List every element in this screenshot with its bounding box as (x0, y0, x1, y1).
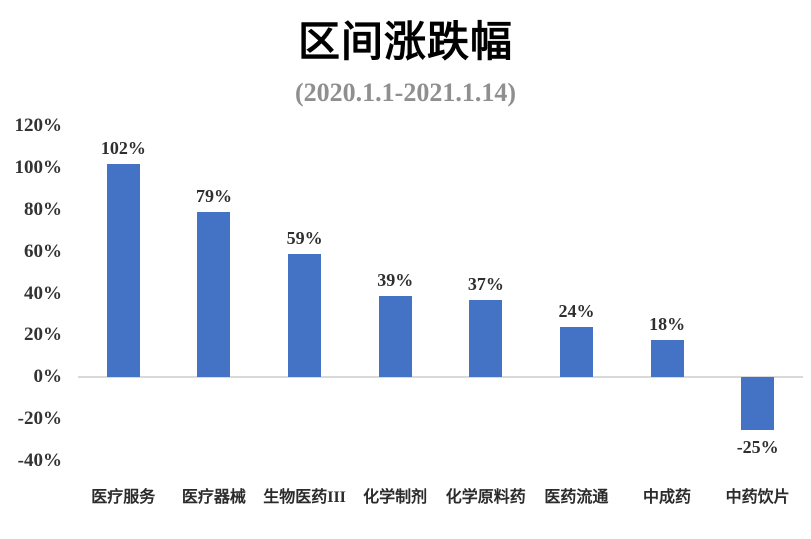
x-axis-label: 医疗器械 (181, 489, 246, 506)
bar (197, 211, 231, 378)
bar (288, 253, 322, 378)
bar (106, 163, 140, 378)
x-axis-label: 化学制剂 (363, 489, 428, 506)
y-axis-tick-label: -20% (17, 408, 62, 430)
bar (650, 339, 684, 378)
bar (741, 377, 775, 430)
bar-value-label: 59% (286, 227, 323, 248)
zero-gridline (78, 376, 803, 379)
y-axis-tick-label: 80% (24, 198, 62, 220)
chart-subtitle: (2020.1.1-2021.1.14) (295, 78, 516, 107)
y-axis-tick-label: 0% (33, 366, 63, 388)
x-axis-label: 化学原料药 (445, 489, 526, 506)
bar-value-label: 39% (377, 269, 414, 290)
bar (469, 299, 503, 378)
bar-value-label: 18% (649, 313, 686, 334)
bar-value-label: -25% (736, 436, 779, 457)
chart-title: 区间涨跌幅 (297, 20, 513, 66)
bar-value-label: 37% (467, 273, 504, 294)
x-axis-label: 医药流通 (544, 489, 609, 506)
y-axis-tick-label: 100% (14, 156, 63, 178)
bar (559, 327, 593, 378)
y-axis-tick-label: 20% (24, 324, 62, 346)
y-axis-tick-label: 40% (24, 282, 62, 304)
x-axis-label: 中成药 (643, 489, 692, 506)
y-axis-tick-label: 120% (14, 115, 63, 136)
y-axis-tick-label: 60% (24, 240, 62, 262)
y-axis-tick-label: -40% (17, 450, 62, 471)
x-axis-label: 医疗服务 (91, 489, 156, 506)
bar-value-label: 24% (558, 301, 595, 321)
bar (378, 295, 412, 378)
bar-value-label: 79% (195, 185, 232, 206)
bar-value-label: 102% (100, 137, 146, 158)
x-axis-label: 生物医药III (263, 489, 346, 506)
x-axis-label: 中药饮片 (725, 489, 790, 506)
